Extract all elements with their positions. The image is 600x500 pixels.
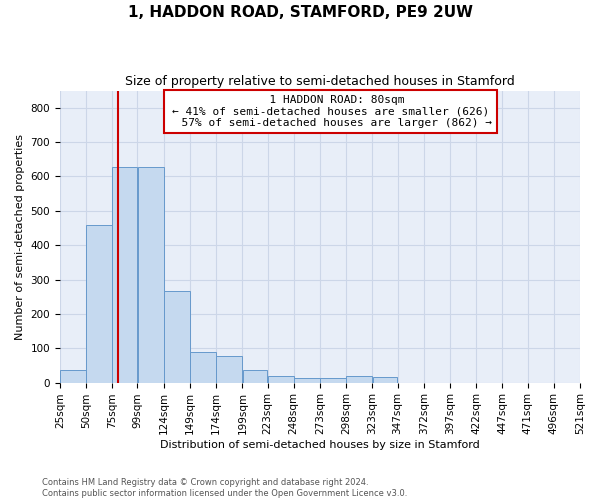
Bar [164,290,190,382]
Bar [373,378,397,382]
Text: Contains HM Land Registry data © Crown copyright and database right 2024.
Contai: Contains HM Land Registry data © Crown c… [42,478,407,498]
Text: 1 HADDON ROAD: 80sqm
← 41% of semi-detached houses are smaller (626)
  57% of se: 1 HADDON ROAD: 80sqm ← 41% of semi-detac… [169,95,493,128]
Bar [242,370,268,382]
Bar [86,224,112,382]
X-axis label: Distribution of semi-detached houses by size in Stamford: Distribution of semi-detached houses by … [160,440,480,450]
Bar [294,378,320,382]
Bar [112,167,137,382]
Y-axis label: Number of semi-detached properties: Number of semi-detached properties [15,134,25,340]
Bar [137,167,164,382]
Bar [268,376,293,382]
Bar [346,376,372,382]
Title: Size of property relative to semi-detached houses in Stamford: Size of property relative to semi-detach… [125,75,515,88]
Text: 1, HADDON ROAD, STAMFORD, PE9 2UW: 1, HADDON ROAD, STAMFORD, PE9 2UW [128,5,473,20]
Bar [216,356,242,382]
Bar [320,378,346,382]
Bar [60,370,86,382]
Bar [190,352,216,382]
